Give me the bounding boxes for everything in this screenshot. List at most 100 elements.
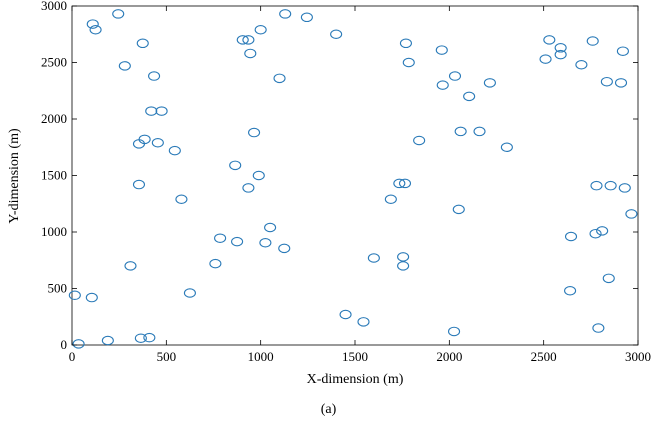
x-tick-label: 1500 xyxy=(342,349,368,364)
data-point xyxy=(214,233,227,243)
data-point xyxy=(543,35,556,45)
data-point xyxy=(448,71,462,81)
x-axis-label: X-dimension (m) xyxy=(307,372,404,387)
data-point xyxy=(592,323,605,333)
data-point xyxy=(397,261,410,271)
x-tick-label: 1000 xyxy=(248,349,274,364)
data-point xyxy=(413,135,426,146)
y-tick-label: 1500 xyxy=(41,168,67,183)
data-point xyxy=(367,253,380,263)
data-point xyxy=(244,48,257,59)
data-point xyxy=(616,46,629,56)
data-point xyxy=(393,178,406,189)
x-tick-label: 3000 xyxy=(625,349,651,364)
data-point xyxy=(252,170,265,181)
data-point xyxy=(85,292,98,303)
data-point xyxy=(618,183,631,193)
data-point xyxy=(242,35,255,45)
data-point xyxy=(600,76,613,87)
data-point xyxy=(143,332,156,343)
y-tick-label: 1000 xyxy=(41,224,67,239)
x-axis-ticks: 0 500 1000 1500 2000 2500 3000 xyxy=(69,6,651,364)
x-tick-label: 500 xyxy=(157,349,177,364)
data-point xyxy=(539,54,552,64)
data-point xyxy=(500,142,513,153)
y-axis-ticks: 0 500 1000 1500 2000 2500 3000 xyxy=(41,0,638,352)
data-point xyxy=(452,204,465,215)
plot-frame xyxy=(71,5,639,346)
y-tick-label: 2500 xyxy=(41,55,67,70)
data-point xyxy=(264,222,277,233)
data-point xyxy=(168,145,181,156)
y-tick-label: 3000 xyxy=(41,0,67,13)
data-point xyxy=(625,209,638,219)
data-point xyxy=(279,9,292,19)
data-point xyxy=(463,91,476,102)
data-point xyxy=(273,73,286,84)
data-point xyxy=(236,35,249,45)
data-point xyxy=(590,180,603,191)
data-point xyxy=(614,78,628,88)
y-axis-label: Y-dimension (m) xyxy=(7,128,22,224)
data-point xyxy=(357,317,370,327)
x-tick-label: 2000 xyxy=(436,349,462,364)
y-tick-label: 0 xyxy=(61,337,68,352)
data-point xyxy=(134,333,147,343)
data-point xyxy=(454,126,467,137)
data-point xyxy=(473,126,486,137)
data-point xyxy=(254,24,267,35)
data-point xyxy=(300,12,313,23)
data-point xyxy=(398,178,412,189)
data-points xyxy=(68,9,638,349)
data-point xyxy=(564,231,578,242)
data-point xyxy=(148,71,161,81)
x-tick-label: 0 xyxy=(69,349,76,364)
data-point xyxy=(436,80,449,90)
data-point xyxy=(118,61,131,71)
plot-area: 0 500 1000 1500 2000 2500 3000 0 500 1000 1500 200… xyxy=(41,0,651,364)
data-point xyxy=(596,226,609,236)
data-point xyxy=(399,38,412,49)
data-point xyxy=(575,60,588,70)
data-point xyxy=(155,106,168,116)
data-point xyxy=(68,290,81,301)
data-point xyxy=(402,57,415,68)
data-point xyxy=(554,43,567,53)
data-point xyxy=(259,237,272,248)
data-point xyxy=(209,258,222,269)
data-point xyxy=(86,19,99,29)
data-point xyxy=(231,236,244,247)
y-tick-label: 2000 xyxy=(41,111,67,126)
data-point xyxy=(145,106,158,116)
data-point xyxy=(248,127,261,138)
data-point xyxy=(229,160,242,171)
data-point xyxy=(101,335,114,346)
data-point xyxy=(384,194,397,204)
data-point xyxy=(604,180,617,191)
data-point xyxy=(339,309,352,320)
data-point xyxy=(586,36,599,46)
data-point xyxy=(175,194,188,204)
x-tick-label: 2500 xyxy=(531,349,557,364)
figure-caption: (a) xyxy=(320,402,337,417)
data-point xyxy=(397,252,410,262)
data-point xyxy=(483,78,496,88)
data-point xyxy=(136,38,149,49)
data-point xyxy=(602,273,615,284)
data-point xyxy=(242,183,255,193)
data-point xyxy=(183,288,196,298)
data-point xyxy=(72,339,85,349)
data-point xyxy=(124,261,137,271)
y-tick-label: 500 xyxy=(48,281,68,296)
data-point xyxy=(589,228,602,239)
data-point xyxy=(435,45,448,55)
data-point xyxy=(132,179,146,190)
data-point xyxy=(138,134,151,145)
data-point xyxy=(278,243,291,254)
data-point xyxy=(89,24,102,35)
data-point xyxy=(112,9,125,19)
data-point xyxy=(554,49,567,60)
data-point xyxy=(447,326,461,337)
scatter-chart: 0 500 1000 1500 2000 2500 3000 0 500 1000 1500 200… xyxy=(7,0,651,387)
data-point xyxy=(330,29,343,39)
